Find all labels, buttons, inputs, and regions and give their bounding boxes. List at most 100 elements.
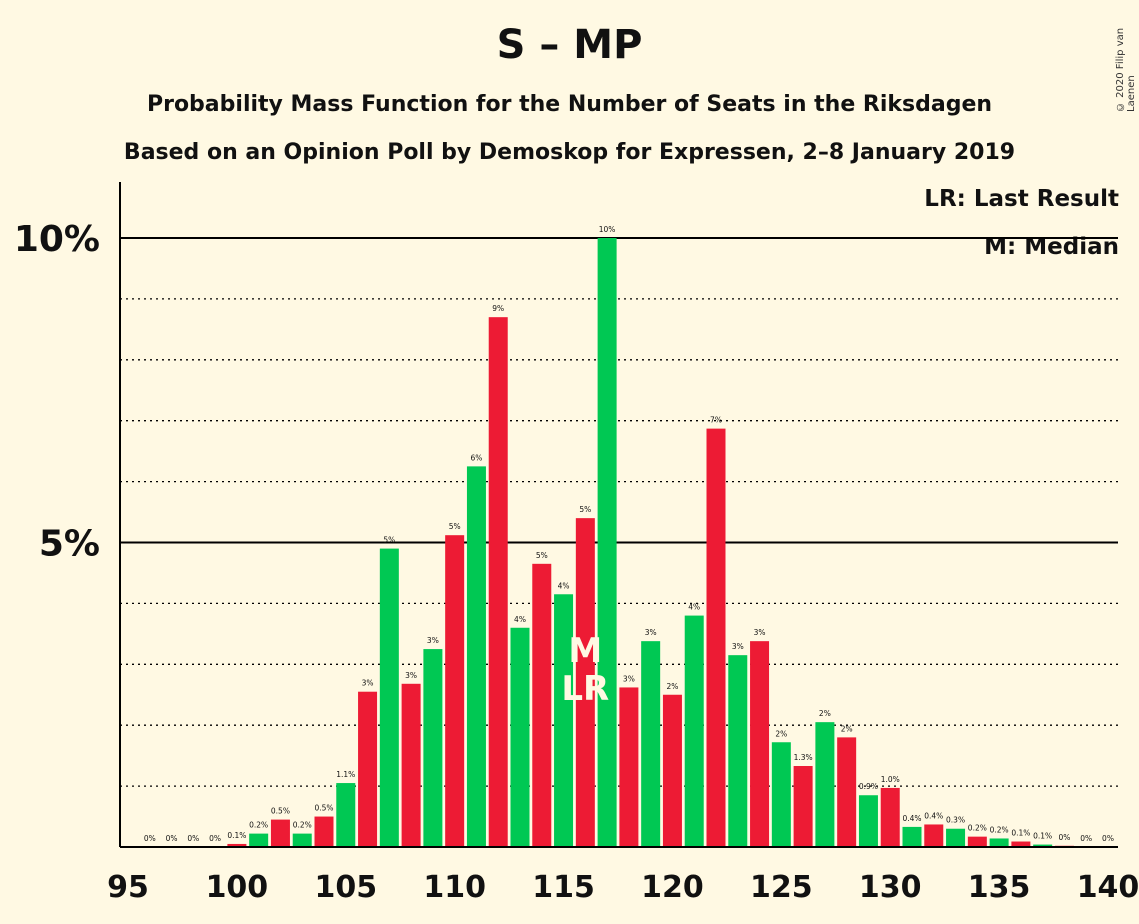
- bar-seat-104: [314, 816, 334, 847]
- bar-value-label: 6%: [470, 453, 482, 462]
- bar-seat-115: [554, 594, 574, 847]
- bar-value-label: 0.2%: [990, 825, 1009, 834]
- bar-seat-122: [706, 428, 726, 847]
- chart-title: S – MP: [496, 22, 643, 68]
- bar-seat-108: [401, 683, 421, 847]
- bar-seat-136: [1011, 841, 1031, 847]
- chart-subtitle: Probability Mass Function for the Number…: [146, 92, 993, 117]
- bar-seat-102: [270, 819, 290, 847]
- bar-value-label: 2%: [819, 709, 831, 718]
- chart-source-line: Based on an Opinion Poll by Demoskop for…: [123, 140, 1016, 165]
- bar-seat-126: [793, 766, 813, 847]
- bar-seat-137: [1033, 844, 1053, 847]
- bar-value-label: 5%: [579, 505, 591, 514]
- bar-value-label: 2%: [841, 724, 853, 733]
- x-tick-label: 100: [206, 870, 269, 905]
- bar-value-label: 5%: [536, 551, 548, 560]
- bar-value-label: 1.1%: [336, 770, 355, 779]
- bar-value-label: 0.1%: [1011, 829, 1030, 838]
- bar-value-label: 2%: [775, 729, 787, 738]
- bar-seat-133: [946, 828, 966, 847]
- bar-value-label: 1.0%: [881, 775, 900, 784]
- bar-value-label: 3%: [645, 628, 657, 637]
- x-tick-label: 140: [1077, 870, 1139, 905]
- bar-seat-101: [249, 833, 269, 847]
- bar-value-label: 0.9%: [859, 782, 878, 791]
- bar-seat-129: [858, 795, 878, 847]
- bar-value-label: 4%: [688, 603, 700, 612]
- bar-seat-127: [815, 722, 835, 847]
- bar-value-label: 0.5%: [314, 804, 333, 813]
- bar-seat-123: [728, 655, 748, 847]
- bar-value-label: 1.3%: [794, 753, 813, 762]
- x-tick-label: 115: [532, 870, 595, 905]
- bar-value-label: 0.4%: [902, 814, 921, 823]
- bar-value-label: 0.5%: [271, 807, 290, 816]
- bar-value-label: 0%: [1058, 833, 1070, 842]
- bar-value-label: 3%: [405, 671, 417, 680]
- bar-seat-121: [684, 615, 704, 847]
- bar-seat-103: [292, 833, 312, 847]
- bar-seat-116: [575, 518, 595, 847]
- x-tick-label: 135: [968, 870, 1031, 905]
- x-tick-label: 130: [859, 870, 922, 905]
- bar-seat-107: [379, 548, 399, 847]
- bar-value-label: 0%: [144, 834, 156, 843]
- bar-value-label: 0.2%: [249, 821, 268, 830]
- bar-value-label: 0%: [166, 834, 178, 843]
- x-tick-label: 95: [107, 870, 149, 905]
- bar-seat-118: [619, 687, 639, 847]
- bar-value-label: 3%: [732, 642, 744, 651]
- bar-value-label: 0%: [187, 834, 199, 843]
- bar-seat-134: [967, 836, 987, 847]
- bar-value-label: 0.2%: [293, 821, 312, 830]
- bar-seat-106: [358, 691, 378, 847]
- bar-value-label: 3%: [362, 679, 374, 688]
- bar-value-label: 4%: [514, 615, 526, 624]
- bar-value-label: 5%: [383, 536, 395, 545]
- x-tick-label: 125: [750, 870, 813, 905]
- bar-seat-105: [336, 783, 356, 847]
- bar-seat-131: [902, 826, 922, 847]
- bar-value-label: 10%: [599, 225, 616, 234]
- median-marker: M: [568, 631, 602, 671]
- bar-value-label: 7%: [710, 416, 722, 425]
- legend-last-result: LR: Last Result: [924, 186, 1119, 212]
- bar-seat-109: [423, 649, 443, 847]
- bar-value-label: 0.1%: [1033, 832, 1052, 841]
- bar-value-label: 0.3%: [946, 816, 965, 825]
- bar-value-label: 3%: [427, 636, 439, 645]
- bar-value-label: 9%: [492, 304, 504, 313]
- bar-seat-110: [445, 535, 465, 847]
- bar-seat-125: [771, 742, 791, 847]
- bar-value-label: 2%: [666, 682, 678, 691]
- bar-seat-114: [532, 563, 552, 847]
- bar-seat-112: [488, 317, 508, 847]
- bar-seat-113: [510, 627, 530, 847]
- bar-value-label: 0%: [209, 834, 221, 843]
- x-tick-label: 120: [641, 870, 704, 905]
- y-tick-label: 5%: [39, 524, 100, 565]
- bar-value-label: 0.2%: [968, 824, 987, 833]
- bar-value-label: 3%: [754, 628, 766, 637]
- bar-value-label: 0%: [1102, 834, 1114, 843]
- bar-seat-130: [880, 787, 900, 847]
- bar-seat-111: [466, 466, 486, 847]
- bar-seat-135: [989, 838, 1009, 847]
- bar-seat-124: [750, 641, 770, 847]
- y-tick-label: 10%: [14, 219, 100, 260]
- bar-seat-100: [227, 843, 247, 847]
- last-result-marker: LR: [561, 669, 609, 709]
- bar-value-label: 3%: [623, 674, 635, 683]
- bar-value-label: 4%: [558, 581, 570, 590]
- bar-value-label: 0%: [1080, 834, 1092, 843]
- bar-seat-128: [837, 737, 857, 847]
- bar-value-label: 0.4%: [924, 811, 943, 820]
- bar-seat-117: [597, 238, 617, 847]
- x-tick-label: 105: [314, 870, 377, 905]
- bar-seat-119: [641, 641, 661, 847]
- x-tick-label: 110: [423, 870, 486, 905]
- bar-seat-132: [924, 824, 944, 847]
- bar-value-label: 0.1%: [227, 831, 246, 840]
